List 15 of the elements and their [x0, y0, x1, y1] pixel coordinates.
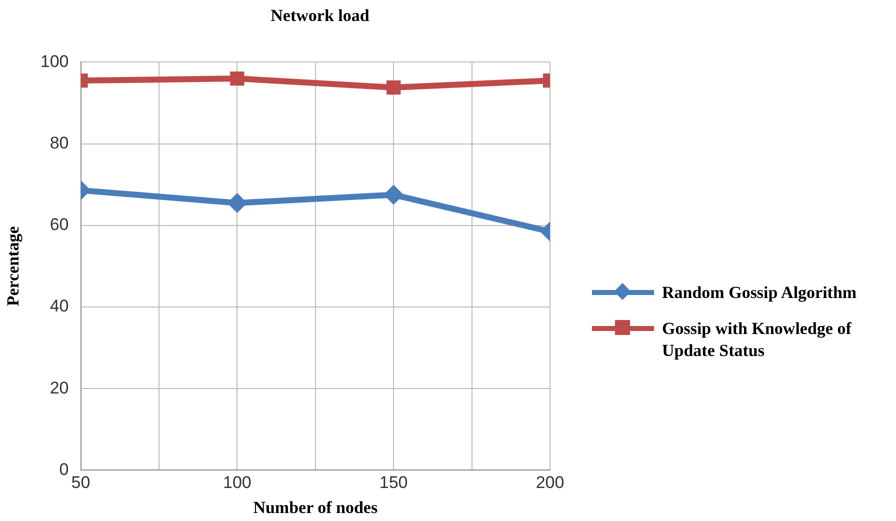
legend-label: Gossip with Knowledge of Update Status [662, 318, 853, 362]
legend-label: Random Gossip Algorithm [662, 282, 857, 304]
y-tick-label: 0 [59, 460, 69, 479]
y-tick-label: 20 [50, 378, 69, 398]
x-tick-label: 50 [71, 473, 90, 492]
chart-title: Network load [270, 6, 370, 26]
y-tick-label: 40 [50, 296, 69, 316]
x-axis-title: Number of nodes [253, 498, 378, 518]
y-axis-title: Percentage [4, 226, 23, 306]
y-tick-label: 100 [40, 52, 69, 71]
x-tick-label: 150 [379, 473, 408, 492]
y-tick-label: 60 [50, 215, 69, 234]
x-tick-label: 100 [222, 473, 252, 492]
x-tick-label: 200 [536, 473, 564, 492]
y-tick-label: 80 [50, 133, 69, 152]
